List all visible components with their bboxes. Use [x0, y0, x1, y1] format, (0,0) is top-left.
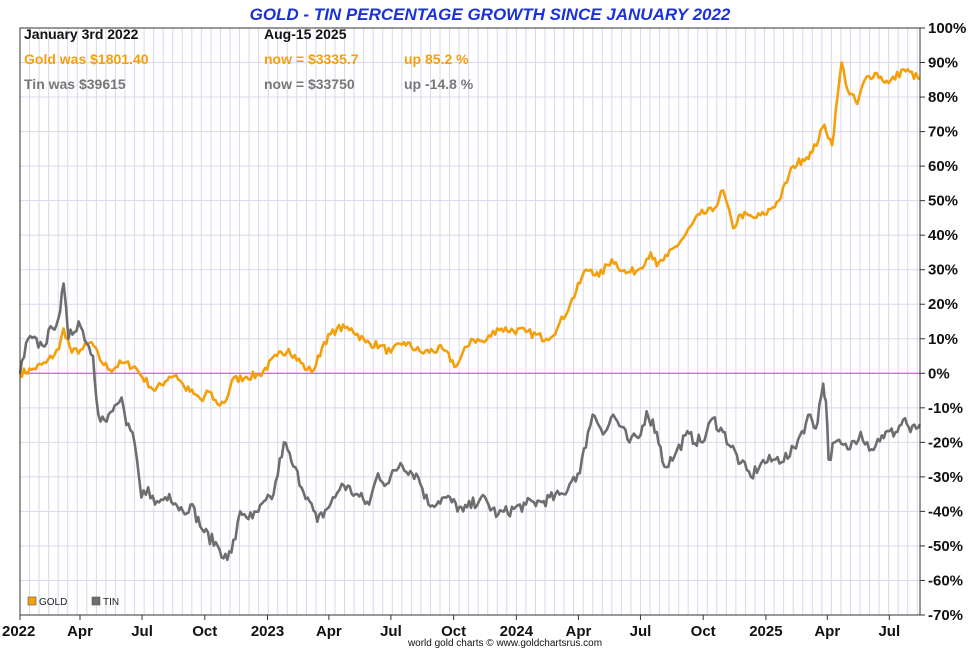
grid-lines: [20, 27, 920, 616]
y-tick-label: -60%: [928, 572, 963, 589]
tin-current-price: now = $33750: [264, 76, 355, 92]
x-axis-ticks: 2022 Apr Jul Oct 2023 Apr Jul Oct 2024 Apr Jul Oct 2…: [2, 615, 900, 640]
y-tick-label: -50%: [928, 538, 963, 555]
y-tick-label: 90%: [928, 55, 958, 72]
y-tick-label: 80%: [928, 89, 958, 106]
gold-start-price: Gold was $1801.40: [24, 51, 149, 67]
y-tick-label: 70%: [928, 124, 958, 141]
y-tick-label: 60%: [928, 158, 958, 175]
x-tick-label: 2023: [251, 623, 284, 640]
legend-swatch-tin: [91, 596, 101, 606]
y-axis-ticks: 100% 90% 80% 70% 60% 50% 40% 30% 20% 10% 0% -10% -20…: [920, 20, 966, 624]
credit-text: world gold charts © www.goldchartsrus.co…: [407, 638, 602, 649]
y-tick-label: 30%: [928, 262, 958, 279]
y-tick-label: -10%: [928, 400, 963, 417]
y-tick-label: 40%: [928, 227, 958, 244]
legend: GOLD TIN: [27, 596, 119, 608]
y-tick-label: -40%: [928, 503, 963, 520]
end-date-label: Aug-15 2025: [264, 26, 347, 42]
x-tick-label: Jul: [131, 623, 153, 640]
x-tick-label: Apr: [316, 623, 342, 640]
plot-frame: [19, 27, 921, 616]
y-tick-label: 10%: [928, 331, 958, 348]
series-line-gold: [18, 61, 921, 407]
series-lines: [18, 61, 922, 562]
x-tick-label: Apr: [814, 623, 840, 640]
legend-label-tin: TIN: [103, 597, 119, 608]
y-tick-label: 100%: [928, 20, 966, 37]
tin-growth: up -14.8 %: [404, 76, 474, 92]
x-tick-label: Apr: [67, 623, 93, 640]
start-date-label: January 3rd 2022: [24, 26, 139, 42]
y-tick-label: -70%: [928, 607, 963, 624]
y-tick-label: -30%: [928, 469, 963, 486]
x-tick-label: Oct: [441, 623, 466, 640]
x-tick-label: Jul: [630, 623, 652, 640]
series-line-tin: [18, 282, 922, 562]
y-tick-label: 20%: [928, 296, 958, 313]
x-tick-label: 2022: [2, 623, 35, 640]
x-tick-label: 2025: [749, 623, 782, 640]
y-tick-label: 0%: [928, 365, 950, 382]
x-tick-label: Apr: [565, 623, 591, 640]
legend-label-gold: GOLD: [39, 597, 67, 608]
y-tick-label: -20%: [928, 434, 963, 451]
info-block: January 3rd 2022 Aug-15 2025 Gold was $1…: [24, 26, 474, 92]
legend-swatch-gold: [27, 596, 37, 606]
x-tick-label: Oct: [192, 623, 217, 640]
gold-current-price: now = $3335.7: [264, 51, 359, 67]
chart-title: GOLD - TIN PERCENTAGE GROWTH SINCE JANUA…: [250, 5, 731, 24]
y-tick-label: 50%: [928, 193, 958, 210]
x-tick-label: Oct: [691, 623, 716, 640]
x-tick-label: Jul: [380, 623, 402, 640]
tin-start-price: Tin was $39615: [24, 76, 126, 92]
x-tick-label: 2024: [500, 623, 534, 640]
gold-growth: up 85.2 %: [404, 51, 469, 67]
x-tick-label: Jul: [878, 623, 900, 640]
